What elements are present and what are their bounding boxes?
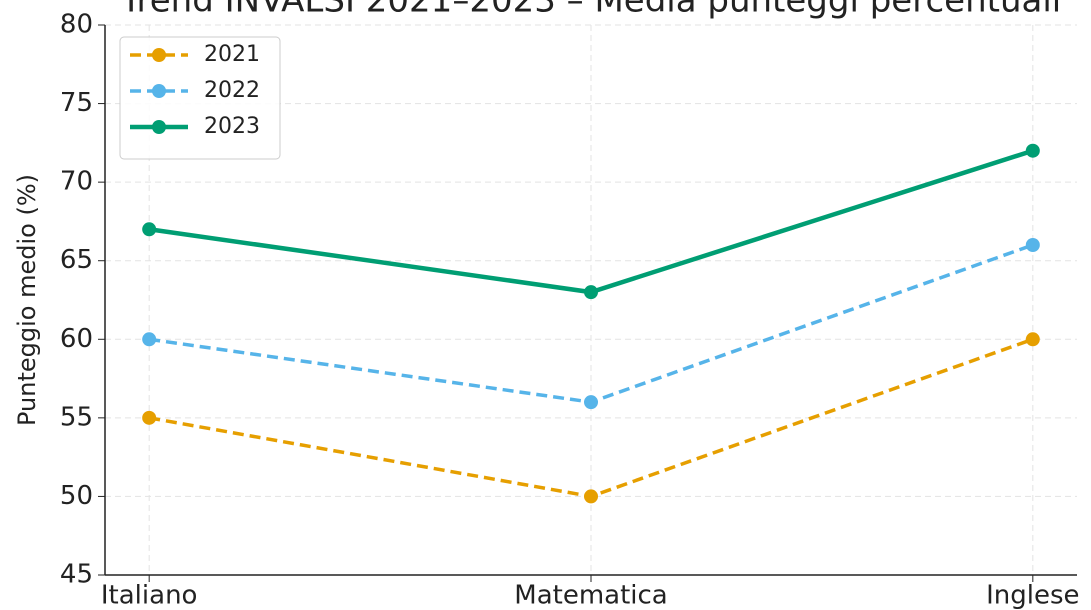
y-tick-label: 65 — [60, 245, 93, 275]
data-point — [142, 222, 157, 237]
x-tick-label: Inglese — [986, 581, 1079, 610]
data-point — [1025, 143, 1040, 158]
legend-label: 2023 — [204, 114, 260, 139]
y-axis-label: Punteggio medio (%) — [13, 174, 41, 426]
data-point — [1025, 238, 1040, 252]
y-tick-label: 60 — [60, 324, 93, 354]
y-tick-label: 75 — [60, 88, 93, 118]
x-tick-label: Matematica — [514, 581, 667, 610]
legend-marker — [152, 48, 166, 62]
data-point — [584, 285, 598, 300]
data-point — [142, 332, 157, 347]
x-tick-label: Italiano — [101, 581, 198, 610]
y-tick-label: 45 — [60, 560, 93, 590]
data-point — [584, 395, 598, 410]
legend-marker — [152, 84, 166, 98]
y-tick-label: 50 — [60, 481, 93, 511]
data-point — [142, 410, 157, 425]
y-tick-label: 55 — [60, 402, 93, 432]
y-tick-label: 80 — [60, 10, 93, 40]
legend-marker — [152, 120, 166, 134]
legend-label: 2021 — [204, 42, 260, 67]
data-point — [1025, 332, 1040, 347]
legend-label: 2022 — [204, 78, 260, 103]
data-point — [584, 489, 598, 504]
chart-title: Trend INVALSI 2021–2023 – Media punteggi… — [120, 0, 1061, 21]
y-tick-label: 70 — [60, 167, 93, 197]
